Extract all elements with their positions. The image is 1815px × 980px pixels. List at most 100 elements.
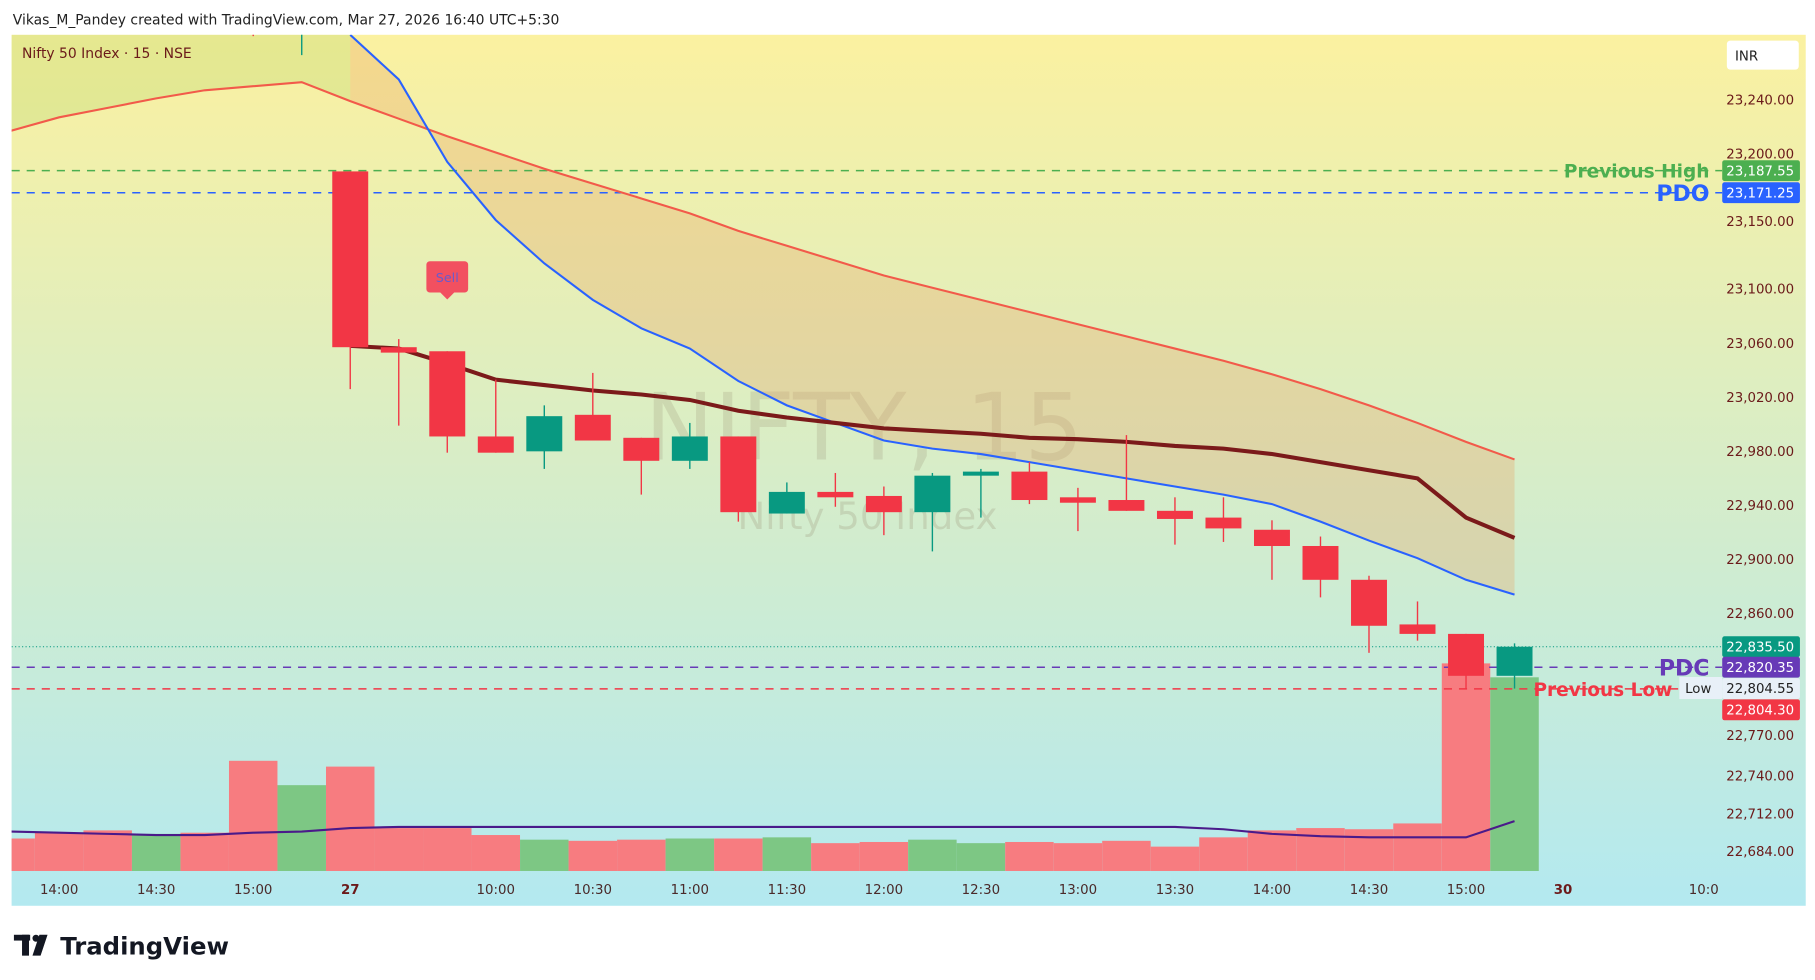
- indicator-lines: [11, 34, 1516, 596]
- candle-body: [1253, 529, 1290, 546]
- currency-label: INR: [1735, 49, 1758, 64]
- candle: [768, 482, 805, 514]
- sell-signal-pointer: [440, 292, 455, 300]
- price-tag-previous-low: 22,804.30: [1722, 699, 1800, 721]
- candle: [623, 437, 660, 495]
- low-price-tag-bg: [1722, 678, 1800, 700]
- price-tag-previous-high-text: 23,187.55: [1726, 164, 1794, 179]
- volume-bar: [1344, 829, 1394, 871]
- candle-body: [380, 347, 417, 353]
- time-tick-label: 15:00: [234, 883, 272, 898]
- level-label-pdo: PDO: [1656, 182, 1709, 207]
- candle-body: [1302, 545, 1339, 580]
- tradingview-logo-icon: [13, 934, 48, 956]
- volume-bar: [11, 838, 35, 871]
- time-tick-label: 11:30: [768, 883, 806, 898]
- price-axis[interactable]: 23,240.00 23,200.00 23,150.00 23,100.00 23,0…: [1726, 93, 1794, 860]
- attribution-text: Vikas_M_Pandey created with TradingView.…: [13, 12, 560, 28]
- time-tick-label: 27: [341, 883, 360, 898]
- price-tick-label: 23,240.00: [1726, 93, 1794, 108]
- time-tick-label: 30: [1554, 883, 1573, 898]
- price-tick-label: 22,740.00: [1726, 770, 1794, 785]
- candle: [1351, 575, 1387, 653]
- symbol-legend[interactable]: Nifty 50 Index · 15 · NSE: [22, 46, 192, 62]
- candle-body: [1496, 646, 1533, 676]
- candle: [429, 351, 466, 453]
- price-tick-label: 23,200.00: [1726, 147, 1794, 162]
- currency-button[interactable]: INR: [1726, 40, 1799, 70]
- candle-body: [914, 475, 951, 513]
- volume-bar: [1102, 840, 1151, 871]
- tradingview-logo[interactable]: TradingView: [13, 931, 229, 960]
- volume-bar: [374, 828, 423, 871]
- low-marker: Low: [1679, 676, 1723, 700]
- time-tick-label: 13:30: [1156, 883, 1194, 898]
- candle-body: [1059, 497, 1096, 503]
- candle: [720, 436, 757, 522]
- price-tag-previous-high: 23,187.55: [1722, 160, 1800, 182]
- candle-body: [1399, 624, 1436, 634]
- candle-body: [1156, 510, 1193, 519]
- candle-body: [1205, 517, 1242, 529]
- candle: [1156, 497, 1193, 545]
- sell-signal-label[interactable]: Sell: [426, 261, 469, 300]
- candle: [1399, 601, 1436, 641]
- candle-body: [671, 436, 708, 461]
- volume-bar: [326, 766, 375, 871]
- candle-body: [1011, 471, 1048, 501]
- volume-bar: [1150, 846, 1200, 871]
- band-fill-area-early: [11, 34, 351, 131]
- price-tick-label: 22,980.00: [1726, 445, 1794, 460]
- last-price-tag-text: 22,835.50: [1726, 640, 1794, 655]
- candle-body: [817, 491, 854, 498]
- low-price-tag-text: 22,804.55: [1726, 682, 1794, 697]
- time-tick-label: 10:00: [477, 883, 515, 898]
- candle: [1205, 497, 1242, 542]
- volume-bar: [1393, 823, 1442, 871]
- volume-bar: [34, 832, 84, 871]
- volume-bar: [131, 833, 181, 871]
- price-tag-pdo-text: 23,171.25: [1726, 186, 1794, 201]
- candle: [1448, 633, 1484, 689]
- mid-line: [350, 343, 1516, 540]
- candle: [962, 468, 999, 518]
- price-tick-label: 22,900.00: [1726, 553, 1794, 568]
- candle: [1108, 435, 1145, 511]
- volume-bar: [520, 839, 569, 871]
- price-tick-label: 23,060.00: [1726, 337, 1794, 352]
- price-tick-label: 22,940.00: [1726, 499, 1794, 514]
- time-tick-label: 14:30: [137, 883, 175, 898]
- volume-bar: [811, 843, 860, 871]
- candle: [914, 472, 951, 552]
- volume-bar: [859, 841, 909, 871]
- level-label-previous-low: Previous Low: [1533, 680, 1672, 701]
- candle: [301, 34, 303, 56]
- candle: [671, 422, 708, 469]
- band-fill-area: [350, 34, 1515, 595]
- price-tag-previous-high-bg: [1722, 160, 1800, 182]
- low-marker-label: Low: [1685, 682, 1711, 697]
- candle-body: [1351, 579, 1387, 626]
- time-tick-label: 11:00: [671, 883, 709, 898]
- tradingview-brand: TradingView: [60, 931, 229, 960]
- time-axis[interactable]: 14:00 14:30 15:00 27 10:00 10:30 11:00 11:30 12:…: [40, 883, 1719, 898]
- candle: [865, 486, 902, 536]
- price-tick-label: 22,712.00: [1726, 807, 1794, 822]
- price-tag-pdc-text: 22,820.35: [1726, 661, 1794, 676]
- candle-body: [332, 171, 369, 348]
- candle: [1302, 536, 1339, 598]
- volume-bar: [1247, 830, 1297, 871]
- low-price-tag: 22,804.55: [1722, 678, 1800, 700]
- lower-band-line: [349, 34, 1515, 596]
- upper-band-line: [11, 81, 1515, 461]
- price-tag-pdo-bg: [1722, 182, 1800, 204]
- price-tag-previous-low-text: 22,804.30: [1726, 703, 1794, 718]
- candle-body: [768, 491, 805, 514]
- price-tick-label: 22,770.00: [1726, 729, 1794, 744]
- price-tick-label: 23,020.00: [1726, 391, 1794, 406]
- volume-pane: [11, 663, 1539, 871]
- volume-bar: [1199, 837, 1248, 871]
